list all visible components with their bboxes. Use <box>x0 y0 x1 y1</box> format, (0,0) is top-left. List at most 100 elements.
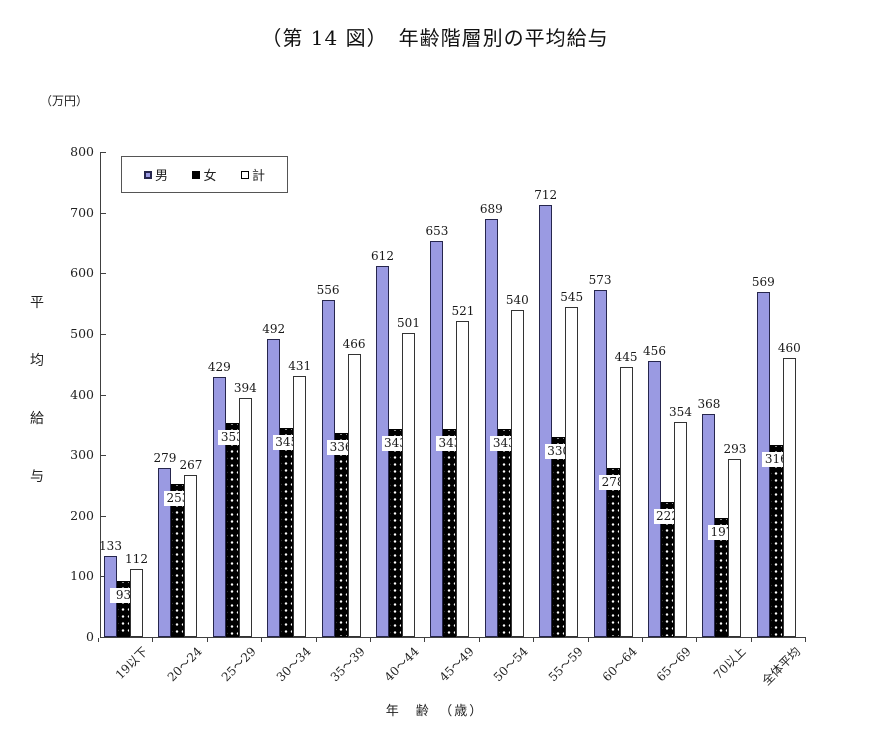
y-axis-unit-label: （万円） <box>40 94 89 108</box>
x-tick-label: 25～29 <box>219 644 260 685</box>
bar-total <box>674 422 687 637</box>
legend-item-female: 女 <box>192 165 217 184</box>
y-axis-title-char: 与 <box>30 469 44 485</box>
x-tick-label: 50～54 <box>491 644 532 685</box>
x-tick-label: 65～69 <box>654 644 695 685</box>
y-tick-label: 500 <box>70 325 94 341</box>
x-tick <box>750 638 752 642</box>
bar-total <box>347 354 361 637</box>
y-tick <box>101 637 106 638</box>
x-tick <box>424 638 426 642</box>
legend-item-total: 計 <box>240 165 265 184</box>
x-tick <box>315 638 317 642</box>
bar-value-label: 429 <box>207 359 231 374</box>
bar-total <box>456 321 470 637</box>
y-tick <box>101 273 106 275</box>
x-tick-label: 35～39 <box>327 644 368 685</box>
x-tick <box>587 638 589 642</box>
bar-value-label: 712 <box>534 188 558 203</box>
x-tick-label: 30～34 <box>273 644 314 685</box>
y-tick <box>101 394 106 396</box>
x-tick <box>696 638 698 642</box>
bar-total <box>238 398 252 637</box>
legend-label-male: 男 <box>155 169 169 184</box>
bar-female <box>606 468 620 637</box>
x-tick-label: 全体平均 <box>759 644 804 689</box>
bar-value-label: 540 <box>505 292 529 307</box>
y-tick-label: 800 <box>70 144 94 159</box>
x-tick <box>206 638 208 642</box>
bar-value-label: 556 <box>316 282 340 297</box>
bar-value-label: 368 <box>697 396 721 411</box>
y-tick-label: 200 <box>70 507 94 523</box>
y-tick-label: 700 <box>70 204 94 220</box>
x-tick <box>478 638 480 642</box>
x-tick-label: 40～44 <box>382 644 423 685</box>
bar-total <box>619 367 633 637</box>
y-tick <box>101 212 106 214</box>
y-tick <box>101 152 106 153</box>
y-tick <box>101 455 106 457</box>
y-tick-label: 0 <box>86 629 94 644</box>
bar-male <box>376 265 389 637</box>
bar-male <box>212 376 226 637</box>
bar-male <box>593 289 607 637</box>
bar-value-label: 133 <box>99 539 122 554</box>
x-tick-label: 20～24 <box>164 644 205 685</box>
bar-value-label: 293 <box>723 442 747 457</box>
bar-value-label: 545 <box>560 289 584 304</box>
bar-male <box>539 205 553 637</box>
x-tick <box>642 638 643 642</box>
y-tick-label: 100 <box>70 568 94 584</box>
bar-female <box>280 427 294 637</box>
x-tick <box>370 638 371 642</box>
bar-male <box>484 219 498 637</box>
bar-total <box>184 475 198 637</box>
x-tick-label: 60～64 <box>599 644 640 685</box>
y-tick-label: 300 <box>70 447 94 463</box>
bar-value-label: 279 <box>153 450 177 465</box>
bar-value-label: 267 <box>179 458 203 473</box>
y-tick <box>101 576 106 578</box>
bar-male <box>648 360 661 637</box>
bar-total <box>565 306 579 637</box>
legend: 男 女 計 <box>121 156 288 193</box>
bar-value-label: 466 <box>342 337 366 352</box>
x-tick <box>533 638 535 642</box>
bar-total <box>402 333 415 637</box>
y-tick-label: 400 <box>70 386 94 402</box>
bar-value-label: 501 <box>397 316 420 331</box>
bar-value-label: 112 <box>125 552 148 567</box>
bar-female <box>715 517 729 637</box>
x-tick-label: 70以上 <box>710 644 749 682</box>
y-axis-title-char: 平 <box>30 295 44 311</box>
bar-value-label: 394 <box>233 381 257 396</box>
y-tick <box>101 515 106 517</box>
y-tick <box>101 333 106 335</box>
bar-male <box>321 299 335 637</box>
x-tick <box>98 638 99 642</box>
bar-female <box>552 436 566 637</box>
bar-female <box>443 429 457 637</box>
y-axis <box>100 152 101 638</box>
female-swatch-icon <box>192 170 201 179</box>
bar-total <box>130 569 143 637</box>
x-tick <box>152 638 154 642</box>
bar-value-label: 653 <box>425 224 449 239</box>
x-tick <box>805 638 807 642</box>
chart-title: （第 14 図） 年齢階層別の平均給与 <box>261 26 609 50</box>
bar-value-label: 569 <box>751 275 775 290</box>
bar-value-label: 354 <box>669 405 692 420</box>
bar-value-label: 460 <box>777 341 801 356</box>
legend-item-male: 男 <box>144 165 168 184</box>
bar-value-label: 456 <box>643 343 666 358</box>
legend-label-female: 女 <box>203 169 217 184</box>
y-axis-title-char: 給 <box>30 411 44 427</box>
bar-male <box>267 338 281 637</box>
bar-female <box>769 445 783 637</box>
bar-value-label: 612 <box>371 248 394 263</box>
bar-value-label: 445 <box>614 350 638 365</box>
bar-value-label: 431 <box>288 358 312 373</box>
y-axis-title: 平均給与 <box>28 292 46 486</box>
